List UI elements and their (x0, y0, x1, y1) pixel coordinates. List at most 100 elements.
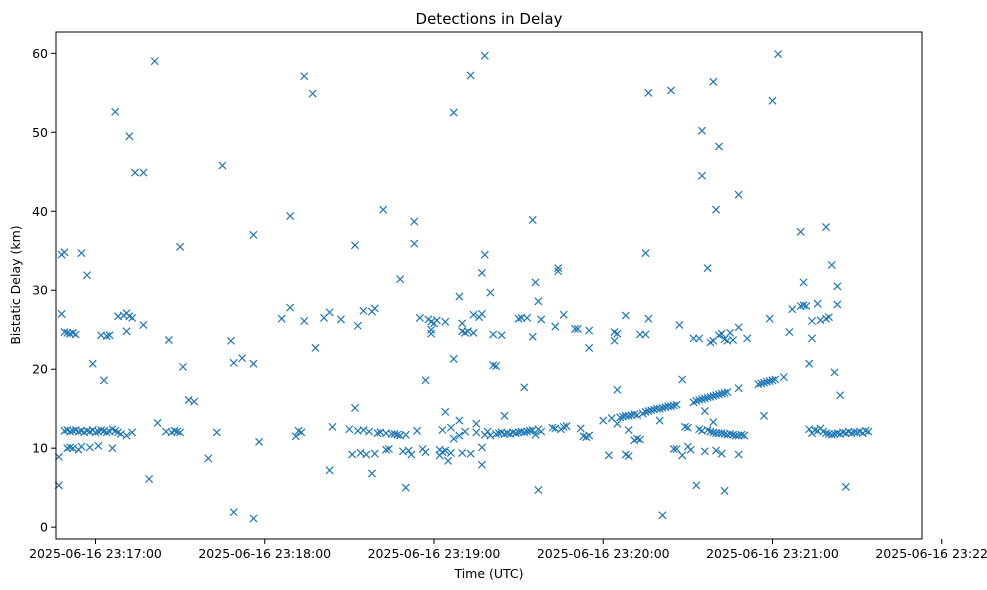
data-point (500, 411, 509, 420)
data-point-x-marker (669, 401, 678, 410)
data-point (734, 450, 743, 459)
data-point (697, 171, 706, 180)
data-point (613, 419, 622, 428)
data-point (480, 51, 489, 60)
data-point-x-marker (384, 444, 393, 453)
data-point-x-marker (401, 483, 410, 492)
data-point (672, 400, 681, 409)
data-point (300, 72, 309, 81)
data-point (703, 393, 712, 402)
data-point-x-marker (128, 428, 137, 437)
data-point-x-marker (658, 511, 667, 520)
data-point-x-marker (531, 278, 540, 287)
y-tick-label: 20 (32, 362, 48, 377)
data-point (805, 359, 814, 368)
data-point-x-marker (700, 447, 709, 456)
data-point-x-marker (139, 320, 148, 330)
data-point-x-marker (528, 332, 537, 341)
data-point (700, 447, 709, 456)
data-point-x-marker (740, 431, 749, 440)
data-point-x-marker (788, 305, 797, 314)
data-point (116, 429, 125, 438)
data-point (537, 427, 546, 436)
data-point-x-marker (184, 395, 193, 405)
data-point-x-marker (359, 306, 368, 315)
data-point (641, 407, 650, 416)
data-point-x-marker (116, 429, 125, 438)
data-point-x-marker (613, 329, 622, 338)
data-point (551, 322, 560, 331)
data-point (350, 403, 360, 412)
x-axis-label: Time (UTC) (453, 566, 523, 581)
data-point-x-marker (720, 486, 729, 495)
data-point (466, 71, 475, 80)
data-point (85, 443, 94, 452)
data-point (728, 335, 738, 345)
y-tick-label: 50 (32, 125, 48, 140)
data-point (218, 161, 227, 170)
data-point (297, 428, 306, 437)
data-point-x-marker (604, 451, 613, 460)
data-point (616, 413, 625, 422)
data-point (774, 50, 783, 59)
data-point (382, 445, 391, 454)
data-point (633, 410, 642, 420)
data-point-x-marker (779, 373, 788, 382)
data-point (520, 428, 529, 437)
data-point (621, 311, 630, 320)
data-point (573, 324, 582, 333)
data-point-x-marker (571, 324, 580, 333)
data-point (88, 359, 97, 368)
data-point (145, 474, 154, 484)
data-point (359, 306, 368, 315)
data-point-x-marker (300, 72, 309, 81)
data-point (613, 385, 622, 394)
data-point-x-marker (726, 328, 735, 337)
data-point-x-marker (799, 278, 808, 287)
data-point-x-marker (190, 397, 199, 406)
data-point-x-marker (477, 268, 486, 277)
data-point-x-marker (734, 450, 743, 459)
data-point-x-marker (311, 343, 320, 352)
data-point (325, 466, 334, 475)
data-point-x-marker (477, 309, 486, 318)
data-point-x-marker (743, 334, 752, 343)
data-point-x-marker (511, 429, 520, 438)
data-point-x-marker (122, 431, 131, 440)
data-point-x-marker (754, 380, 763, 389)
data-point (229, 358, 238, 367)
data-point-x-marker (441, 407, 450, 416)
data-point (427, 329, 436, 338)
data-point-x-marker (709, 77, 718, 86)
data-point-x-marker (277, 314, 286, 323)
data-point-x-marker (644, 407, 653, 416)
data-point-x-marker (695, 395, 704, 405)
data-point-x-marker (173, 427, 182, 436)
data-point-x-marker (449, 108, 458, 117)
data-point (139, 320, 148, 330)
data-point-x-marker (681, 422, 690, 431)
data-point (743, 334, 752, 343)
data-point-x-marker (348, 450, 357, 459)
data-point (807, 334, 817, 343)
data-point (807, 317, 817, 326)
data-point-x-marker (762, 377, 771, 386)
data-point (554, 267, 563, 276)
data-point (523, 313, 532, 322)
data-point (108, 444, 117, 453)
data-point (841, 482, 850, 491)
data-point-x-marker (728, 335, 738, 345)
data-point (717, 449, 726, 458)
data-point-x-marker (537, 427, 546, 436)
data-point-x-marker (102, 428, 111, 437)
data-point-x-marker (807, 317, 817, 326)
data-point (737, 430, 746, 439)
data-point-x-marker (697, 171, 706, 180)
data-point-x-marker (624, 411, 633, 420)
data-point (421, 448, 430, 457)
data-point-x-marker (469, 310, 478, 319)
data-point-x-marker (717, 449, 726, 458)
data-point-x-marker (697, 126, 706, 135)
data-point-x-marker (709, 392, 718, 401)
data-point (799, 301, 808, 310)
